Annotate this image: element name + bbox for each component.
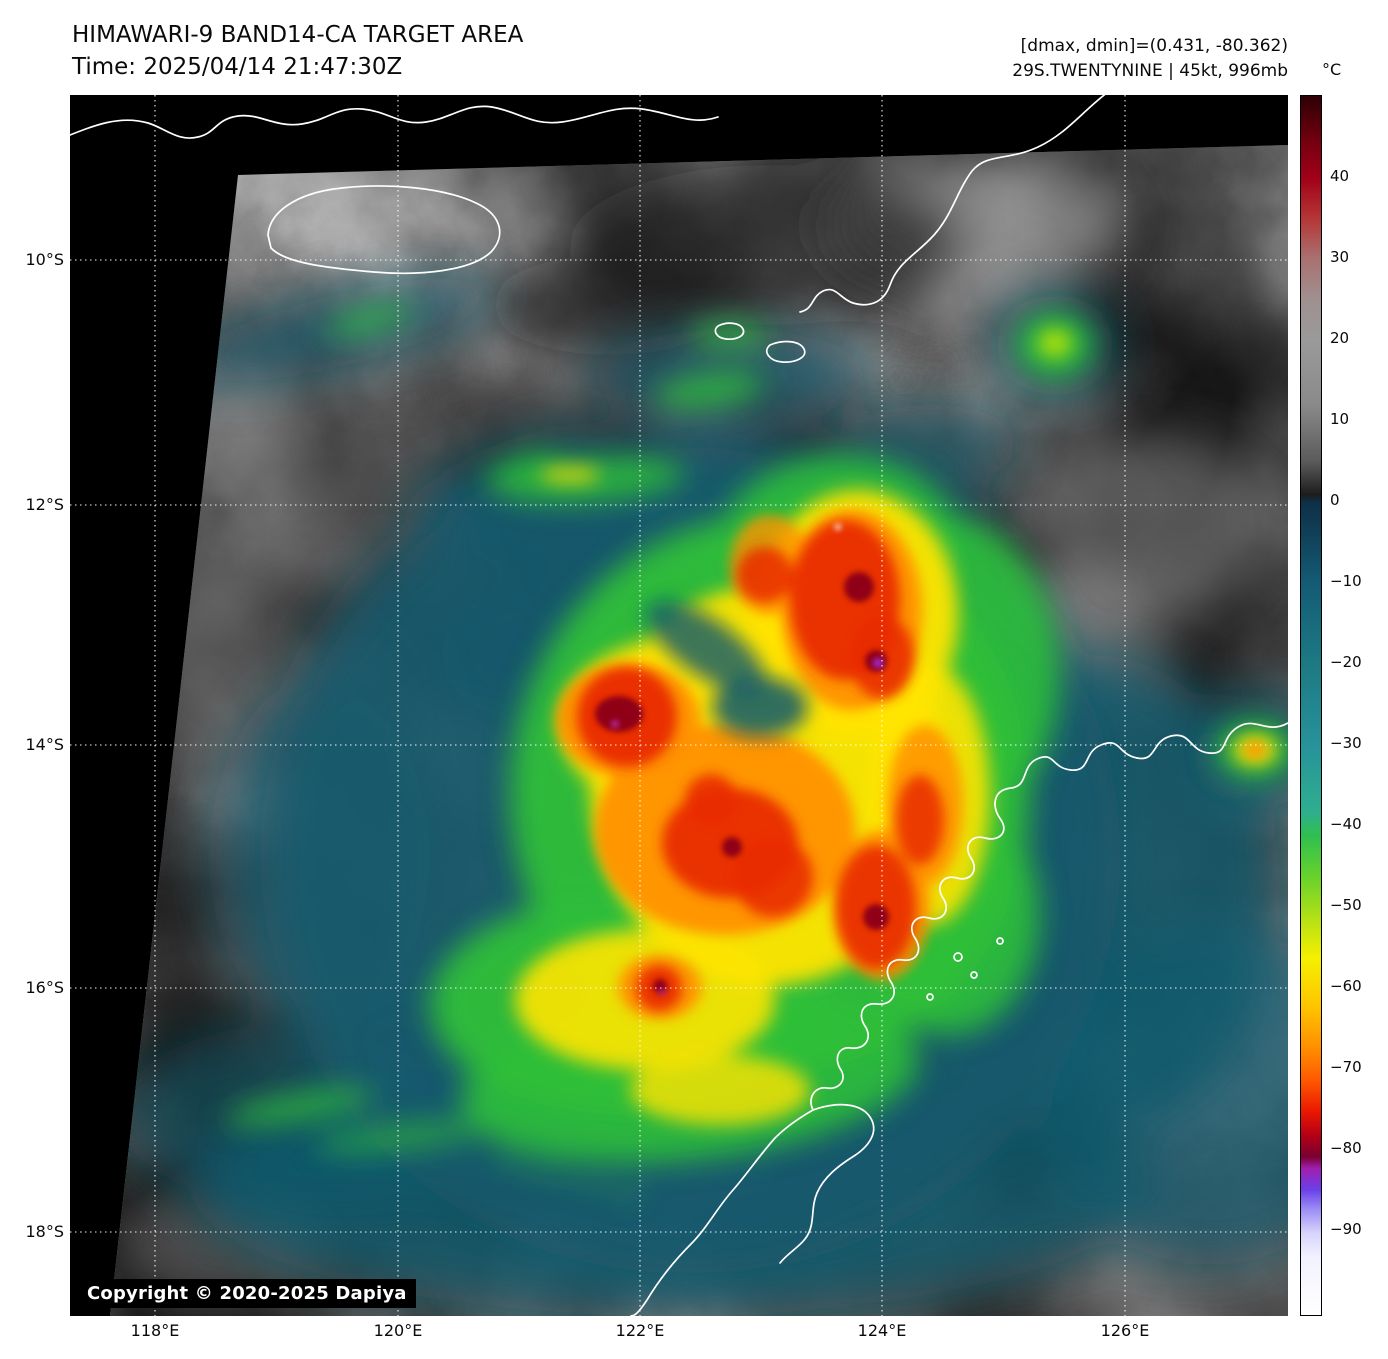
coastline-timor bbox=[799, 88, 1113, 313]
colorbar-tick: 10 bbox=[1330, 410, 1350, 428]
colorbar-unit-label: °C bbox=[1322, 60, 1342, 79]
lon-label-124e: 124°E bbox=[857, 1321, 907, 1340]
colorbar-tick: 20 bbox=[1330, 329, 1350, 347]
lon-label-122e: 122°E bbox=[615, 1321, 665, 1340]
storm-info-label: 29S.TWENTYNINE | 45kt, 996mb bbox=[1012, 60, 1288, 81]
gridlines bbox=[70, 95, 1288, 1316]
header-right-block: [dmax, dmin]=(0.431, -80.362) 29S.TWENTY… bbox=[1012, 34, 1288, 83]
lon-label-120e: 120°E bbox=[373, 1321, 423, 1340]
coastlines bbox=[64, 88, 1289, 1317]
islet-d bbox=[970, 971, 978, 979]
colorbar-tick: −20 bbox=[1330, 653, 1362, 671]
coastline-peninsula-hook bbox=[779, 1103, 875, 1264]
islet-a bbox=[765, 340, 806, 363]
dmax-dmin-label: [dmax, dmin]=(0.431, -80.362) bbox=[1020, 36, 1288, 56]
colorbar-tick: −90 bbox=[1330, 1220, 1362, 1238]
timestamp-label: Time: 2025/04/14 21:47:30Z bbox=[72, 53, 403, 80]
islet-e bbox=[926, 993, 934, 1001]
island-sumba bbox=[267, 185, 501, 275]
lon-label-126e: 126°E bbox=[1100, 1321, 1150, 1340]
dark-red-overshoots bbox=[595, 572, 889, 993]
colorbar-tick: −80 bbox=[1330, 1139, 1362, 1157]
islet-f bbox=[996, 937, 1004, 945]
page-title: HIMAWARI-9 BAND14-CA TARGET AREA bbox=[72, 22, 524, 48]
lat-label-14s: 14°S bbox=[25, 735, 64, 754]
colorbar-tick: 30 bbox=[1330, 248, 1350, 266]
colorbar-gradient bbox=[1300, 95, 1322, 1316]
colorbar-tick: −40 bbox=[1330, 815, 1362, 833]
islet-b bbox=[714, 322, 745, 340]
islet-c bbox=[953, 952, 963, 962]
coastline-kimberley bbox=[630, 722, 1289, 1317]
colorbar-tick: −70 bbox=[1330, 1058, 1362, 1076]
satellite-imagery bbox=[64, 88, 1289, 1317]
lat-label-10s: 10°S bbox=[25, 250, 64, 269]
lat-label-16s: 16°S bbox=[25, 978, 64, 997]
coldest-pixel-specks bbox=[611, 524, 883, 995]
lat-label-12s: 12°S bbox=[25, 495, 64, 514]
colorbar-tick: −50 bbox=[1330, 896, 1362, 914]
colorbar-tick: 0 bbox=[1330, 491, 1340, 509]
coastline-north bbox=[64, 105, 719, 139]
colorbar-tick: −60 bbox=[1330, 977, 1362, 995]
lon-label-118e: 118°E bbox=[130, 1321, 180, 1340]
data-swath bbox=[110, 145, 1288, 1316]
colorbar-tick: 40 bbox=[1330, 167, 1350, 185]
dry-slot bbox=[646, 600, 808, 737]
header-block: HIMAWARI-9 BAND14-CA TARGET AREA Time: 2… bbox=[72, 20, 523, 83]
colorbar-tick: −30 bbox=[1330, 734, 1362, 752]
colorbar-tick: −10 bbox=[1330, 572, 1362, 590]
copyright-badge: Copyright © 2020-2025 Dapiya bbox=[78, 1279, 416, 1308]
map-panel bbox=[64, 88, 1289, 1317]
lat-label-18s: 18°S bbox=[25, 1222, 64, 1241]
